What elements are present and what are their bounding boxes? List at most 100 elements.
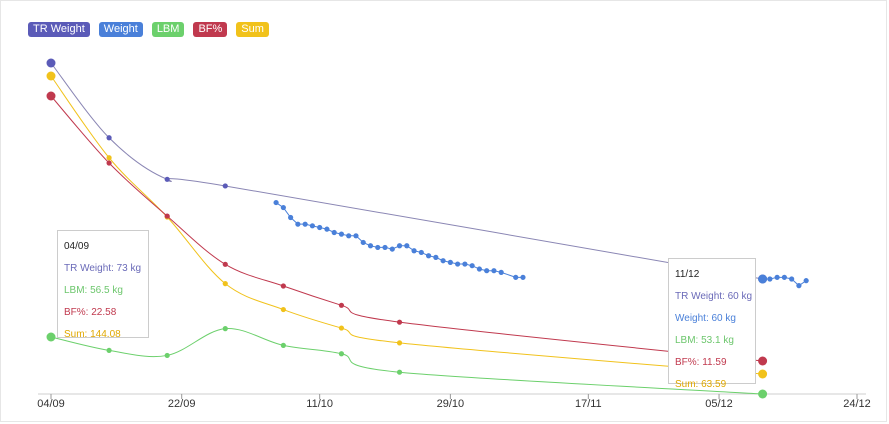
data-point-weight[interactable] [317, 224, 323, 231]
data-point-weight[interactable] [346, 233, 352, 239]
data-point-bf[interactable] [758, 356, 768, 366]
data-point-bf[interactable] [222, 261, 228, 267]
data-point-weight[interactable] [484, 268, 490, 274]
legend-bf[interactable]: BF% [193, 22, 228, 37]
tooltip-line-tr-weight: TR Weight: 73 kg [64, 263, 142, 274]
data-point-weight[interactable] [396, 243, 403, 249]
tooltip-0409: 04/09 TR Weight: 73 kg LBM: 56.5 kg BF%:… [57, 230, 149, 340]
data-point-lbm[interactable] [46, 332, 56, 342]
data-point-weight[interactable] [411, 248, 417, 254]
data-point-lbm[interactable] [396, 369, 403, 375]
data-point-tr-weight[interactable] [164, 176, 170, 182]
data-point-weight[interactable] [324, 226, 330, 232]
tooltip-line-bf: BF%: 22.58 [64, 307, 117, 318]
legend-tr-weight[interactable]: TR Weight [28, 22, 90, 37]
data-point-weight[interactable] [491, 268, 497, 274]
data-point-weight[interactable] [353, 233, 359, 239]
data-point-tr-weight[interactable] [106, 135, 112, 141]
data-point-weight[interactable] [309, 223, 316, 229]
data-point-lbm[interactable] [758, 389, 768, 399]
data-point-sum[interactable] [338, 325, 345, 331]
tooltip-date: 11/12 [675, 269, 700, 280]
data-point-bf[interactable] [338, 302, 345, 308]
x-tick-label: 22/09 [168, 398, 196, 410]
data-point-weight[interactable] [447, 259, 453, 265]
data-point-weight[interactable] [455, 261, 461, 267]
data-point-bf[interactable] [280, 283, 286, 289]
data-point-weight[interactable] [440, 258, 446, 264]
x-tick-label: 17/11 [575, 398, 602, 410]
data-point-weight[interactable] [462, 261, 468, 267]
data-point-weight[interactable] [758, 274, 768, 284]
x-tick-label: 29/10 [437, 398, 465, 410]
data-point-sum[interactable] [46, 71, 56, 81]
data-point-weight[interactable] [389, 246, 395, 252]
series-line-lbm [50, 328, 763, 395]
tooltip-line-weight: Weight: 60 kg [675, 313, 736, 324]
data-point-weight[interactable] [767, 276, 773, 282]
data-point-weight[interactable] [404, 243, 410, 249]
x-tick-label: 24/12 [843, 398, 871, 410]
data-point-weight[interactable] [302, 221, 308, 227]
data-point-weight[interactable] [273, 199, 279, 206]
legend-sum[interactable]: Sum [236, 22, 269, 37]
tooltip-line-lbm: LBM: 56.5 kg [64, 285, 123, 296]
data-point-weight[interactable] [476, 266, 483, 272]
data-point-weight[interactable] [338, 231, 345, 237]
data-point-lbm[interactable] [222, 326, 228, 332]
x-tick-label: 11/10 [306, 398, 333, 410]
data-point-weight[interactable] [367, 243, 374, 249]
chart-legend: TR Weight Weight LBM BF% Sum [28, 22, 269, 37]
data-point-weight[interactable] [520, 274, 526, 280]
tooltip-line-tr-weight: TR Weight: 60 kg [675, 291, 753, 302]
series-line-bf [50, 95, 763, 362]
tooltip-date: 04/09 [64, 241, 90, 252]
data-point-weight[interactable] [433, 254, 439, 260]
x-tick-label: 05/12 [705, 398, 733, 410]
data-point-bf[interactable] [164, 213, 170, 219]
data-point-weight[interactable] [331, 229, 337, 236]
data-point-bf[interactable] [396, 319, 403, 325]
data-point-weight[interactable] [513, 274, 519, 280]
data-point-lbm[interactable] [106, 347, 112, 354]
data-point-tr-weight[interactable] [46, 58, 56, 68]
data-point-weight[interactable] [280, 204, 286, 211]
tooltip-1112: 11/12 TR Weight: 60 kg Weight: 60 kg LBM… [668, 258, 756, 390]
tooltip-line-sum: Sum: 144.08 [64, 329, 121, 340]
legend-lbm[interactable]: LBM [151, 22, 185, 37]
x-tick-label: 04/09 [37, 398, 65, 410]
data-point-weight[interactable] [375, 244, 381, 251]
data-point-tr-weight[interactable] [222, 183, 228, 189]
data-point-bf[interactable] [46, 91, 56, 101]
data-point-weight[interactable] [781, 274, 787, 280]
series-line-sum [50, 75, 763, 375]
tooltip-line-sum: Sum: 63.59 [675, 379, 727, 390]
data-point-bf[interactable] [106, 160, 112, 166]
data-point-sum[interactable] [106, 155, 112, 161]
legend-weight[interactable]: Weight [98, 22, 143, 37]
data-point-sum[interactable] [758, 369, 768, 379]
data-point-weight[interactable] [498, 269, 504, 275]
data-point-weight[interactable] [789, 276, 795, 282]
data-point-lbm[interactable] [280, 342, 286, 348]
data-point-weight[interactable] [774, 274, 780, 280]
data-point-weight[interactable] [418, 249, 424, 256]
data-point-weight[interactable] [360, 239, 366, 246]
tooltip-line-bf: BF%: 11.59 [675, 357, 727, 368]
data-point-weight[interactable] [803, 278, 809, 284]
data-point-weight[interactable] [796, 283, 802, 289]
data-point-sum[interactable] [396, 340, 403, 346]
data-point-weight[interactable] [382, 244, 388, 251]
data-point-lbm[interactable] [164, 352, 170, 359]
series-line-weight [275, 202, 523, 278]
data-point-sum[interactable] [222, 281, 228, 287]
data-point-sum[interactable] [280, 306, 286, 313]
data-point-weight[interactable] [425, 253, 432, 259]
data-point-lbm[interactable] [338, 351, 345, 357]
data-point-weight[interactable] [295, 221, 301, 227]
data-point-weight[interactable] [469, 263, 475, 269]
tooltip-line-lbm: LBM: 53.1 kg [675, 335, 734, 346]
data-point-weight[interactable] [288, 214, 294, 221]
